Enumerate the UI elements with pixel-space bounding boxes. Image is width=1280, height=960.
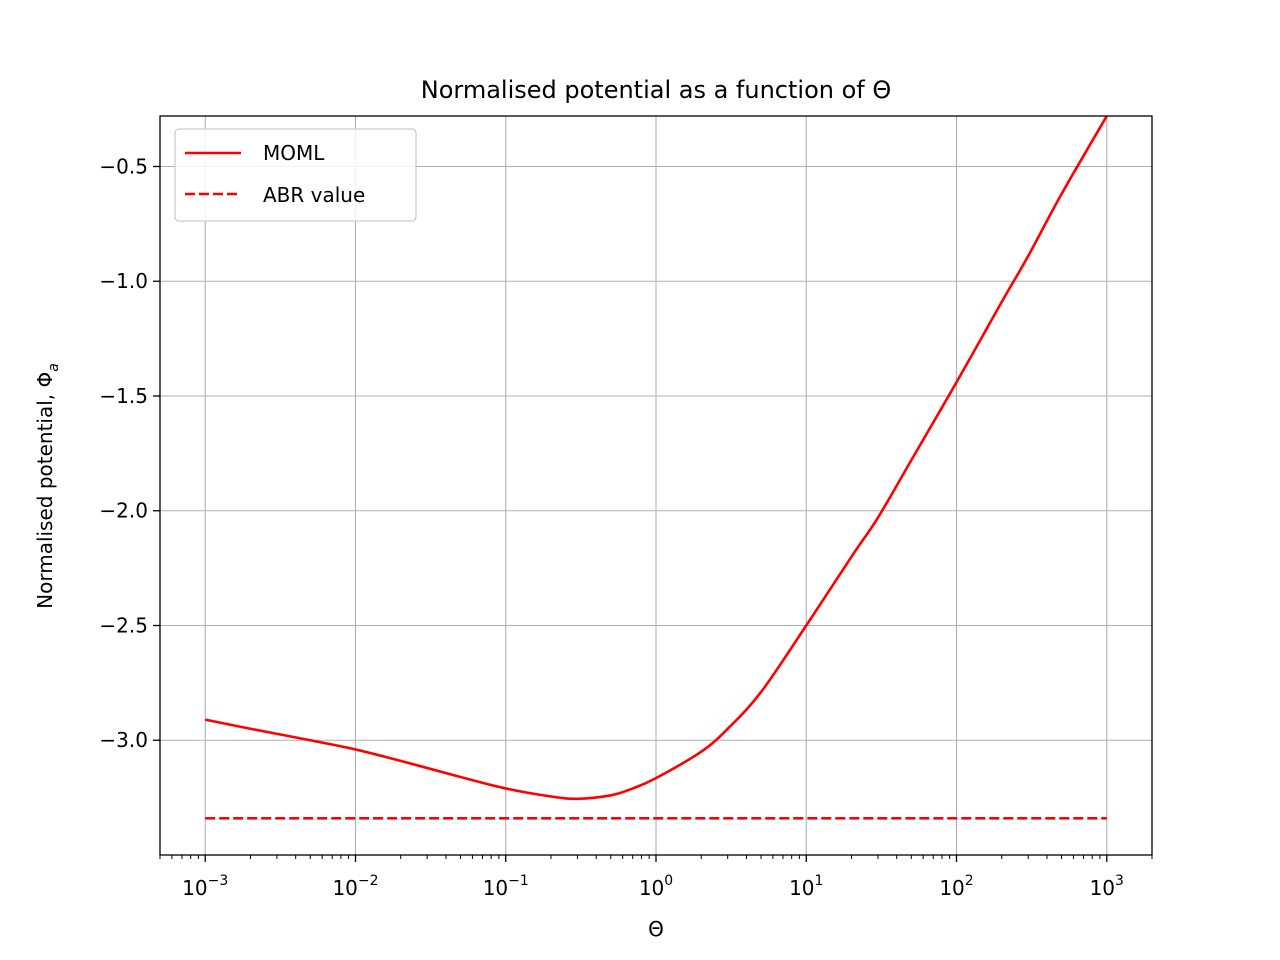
y-axis-label-subscript: a bbox=[46, 363, 62, 372]
legend-label-moml: MOML bbox=[263, 141, 325, 165]
grid-lines bbox=[160, 116, 1152, 855]
x-tick-label: 10−1 bbox=[483, 873, 529, 900]
y-axis-label-main: Normalised potential, Φ bbox=[33, 372, 57, 609]
y-tick-label: −2.5 bbox=[99, 613, 148, 637]
x-tick-label: 101 bbox=[789, 873, 823, 900]
legend-label-abr: ABR value bbox=[263, 183, 365, 207]
x-tick-label: 102 bbox=[939, 873, 973, 900]
y-tick-label: −0.5 bbox=[99, 154, 148, 178]
x-tick-label: 10−2 bbox=[332, 873, 378, 900]
x-tick-label: 103 bbox=[1090, 873, 1124, 900]
y-tick-label: −2.0 bbox=[99, 499, 148, 523]
y-tick-label: −1.5 bbox=[99, 384, 148, 408]
x-tick-label: 10−3 bbox=[182, 873, 228, 900]
x-axis-label: Θ bbox=[648, 917, 664, 941]
y-tick-label: −1.0 bbox=[99, 269, 148, 293]
y-tick-label: −3.0 bbox=[99, 728, 148, 752]
axis-ticks: 10−3 10−2 10−1 100 101 102 103 −0.5 −1.0 −1.5 −2.0… bbox=[99, 154, 1153, 900]
y-axis-label: Normalised potential, Φa bbox=[33, 363, 62, 609]
legend: MOML ABR value bbox=[174, 128, 417, 222]
series-line-moml bbox=[204, 115, 1108, 801]
chart-title: Normalised potential as a function of Θ bbox=[421, 76, 892, 104]
series-layer bbox=[204, 115, 1108, 820]
x-tick-label: 100 bbox=[639, 873, 673, 900]
